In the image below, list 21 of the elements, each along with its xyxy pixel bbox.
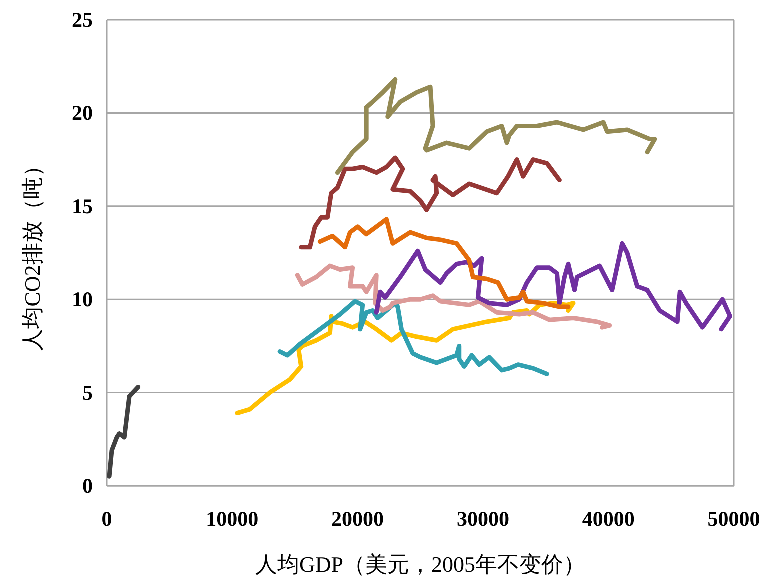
y-tick-label: 5 bbox=[82, 380, 93, 405]
line-series bbox=[278, 299, 550, 376]
line-series bbox=[299, 156, 562, 250]
y-tick-label: 0 bbox=[82, 474, 93, 498]
x-tick-label: 40000 bbox=[582, 507, 635, 531]
y-tick-label: 25 bbox=[72, 8, 93, 32]
line-series bbox=[335, 77, 658, 176]
x-tick-label: 0 bbox=[102, 507, 112, 531]
x-tick-label: 10000 bbox=[206, 507, 259, 531]
line-series bbox=[107, 384, 141, 479]
line-series bbox=[295, 264, 612, 330]
x-tick-label: 30000 bbox=[456, 507, 510, 531]
x-axis-title: 人均GDP（美元，2005年不变价） bbox=[255, 552, 586, 577]
x-tick-label: 50000 bbox=[708, 507, 760, 531]
x-tick-label: 20000 bbox=[332, 507, 384, 531]
y-tick-label: 15 bbox=[72, 194, 93, 218]
y-tick-label: 20 bbox=[72, 101, 93, 126]
y-tick-label: 10 bbox=[72, 288, 93, 312]
line-series bbox=[318, 217, 571, 310]
y-axis-title: 人均CO2排放（吨） bbox=[20, 155, 45, 351]
line-series bbox=[374, 241, 732, 332]
